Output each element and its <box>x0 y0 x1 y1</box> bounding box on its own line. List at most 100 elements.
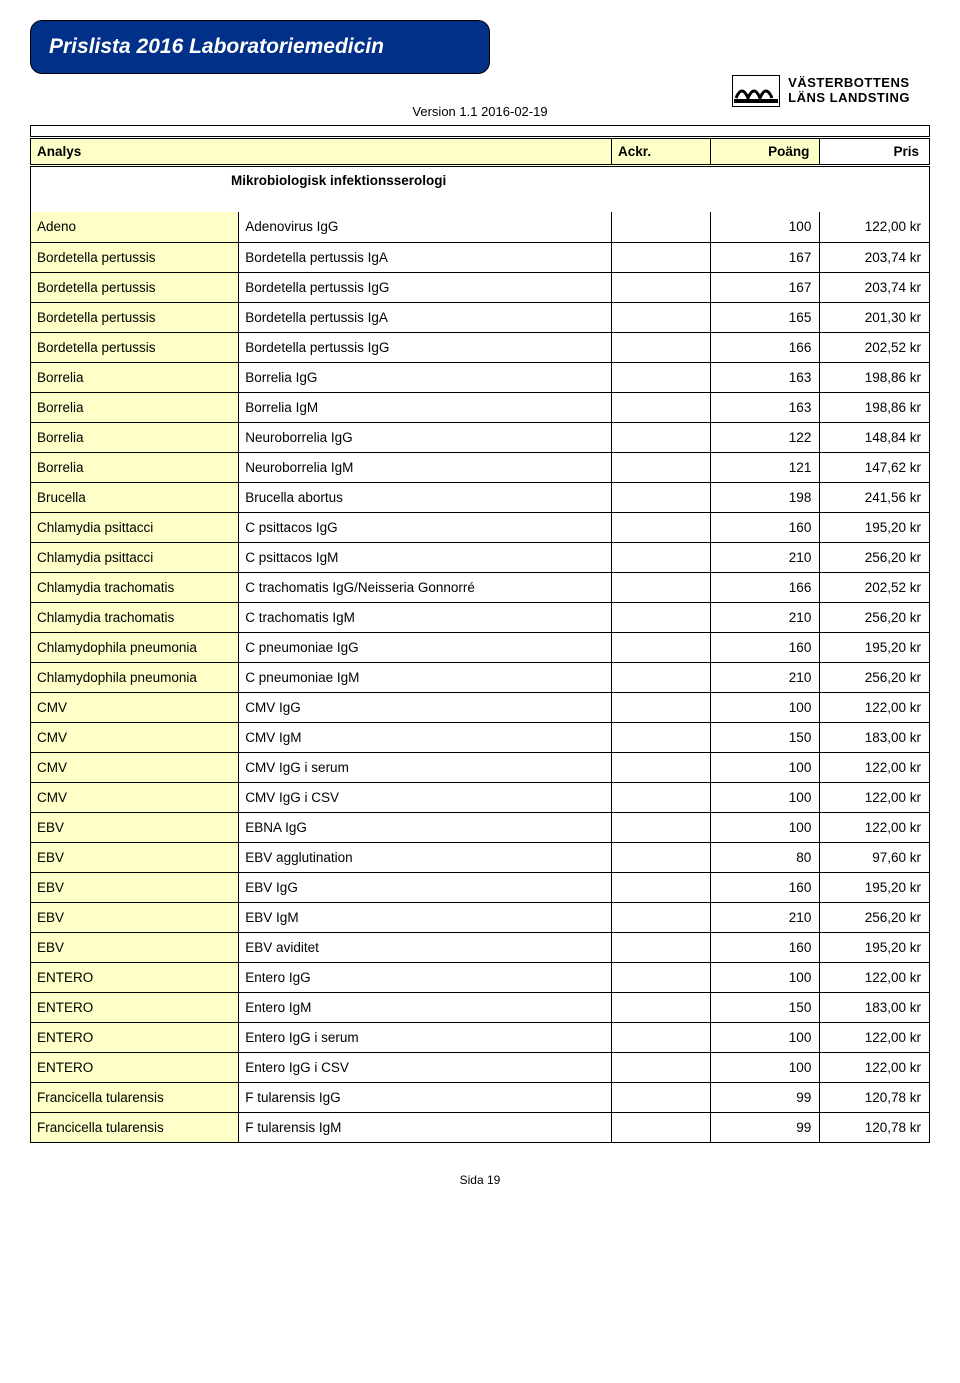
cell-group: EBV <box>31 842 239 872</box>
table-row: Chlamydia trachomatisC trachomatis IgG/N… <box>31 572 930 602</box>
cell-poang: 210 <box>710 902 820 932</box>
page-footer: Sida 19 <box>30 1173 930 1187</box>
table-row: Chlamydia psittacciC psittacos IgG160195… <box>31 512 930 542</box>
cell-pris: 202,52 kr <box>820 332 930 362</box>
cell-ackr <box>612 752 711 782</box>
landsting-logo-icon <box>732 75 780 107</box>
cell-pris: 122,00 kr <box>820 1022 930 1052</box>
cell-poang: 122 <box>710 422 820 452</box>
cell-pris: 203,74 kr <box>820 272 930 302</box>
table-row: ENTEROEntero IgG i serum100122,00 kr <box>31 1022 930 1052</box>
cell-group: Borrelia <box>31 422 239 452</box>
cell-group: Chlamydia psittacci <box>31 542 239 572</box>
cell-ackr <box>612 482 711 512</box>
cell-analys: C pneumoniae IgG <box>239 632 612 662</box>
cell-analys: EBNA IgG <box>239 812 612 842</box>
cell-poang: 100 <box>710 812 820 842</box>
cell-analys: Bordetella pertussis IgA <box>239 242 612 272</box>
cell-pris: 198,86 kr <box>820 392 930 422</box>
cell-group: CMV <box>31 692 239 722</box>
cell-pris: 198,86 kr <box>820 362 930 392</box>
cell-analys: Entero IgG i CSV <box>239 1052 612 1082</box>
table-row: EBVEBV aviditet160195,20 kr <box>31 932 930 962</box>
table-row: AdenoAdenovirus IgG100122,00 kr <box>31 212 930 242</box>
cell-group: Bordetella pertussis <box>31 332 239 362</box>
cell-pris: 122,00 kr <box>820 692 930 722</box>
table-row: Chlamydophila pneumoniaC pneumoniae IgM2… <box>31 662 930 692</box>
cell-pris: 256,20 kr <box>820 662 930 692</box>
cell-group: Chlamydia trachomatis <box>31 602 239 632</box>
cell-analys: Bordetella pertussis IgG <box>239 272 612 302</box>
cell-ackr <box>612 662 711 692</box>
cell-group: CMV <box>31 722 239 752</box>
cell-pris: 122,00 kr <box>820 752 930 782</box>
cell-ackr <box>612 902 711 932</box>
cell-group: Chlamydophila pneumonia <box>31 662 239 692</box>
cell-pris: 122,00 kr <box>820 212 930 242</box>
cell-group: Bordetella pertussis <box>31 302 239 332</box>
cell-analys: Adenovirus IgG <box>239 212 612 242</box>
cell-ackr <box>612 542 711 572</box>
cell-pris: 120,78 kr <box>820 1112 930 1142</box>
table-row: Chlamydia trachomatisC trachomatis IgM 21… <box>31 602 930 632</box>
cell-group: Borrelia <box>31 362 239 392</box>
cell-analys: Brucella abortus <box>239 482 612 512</box>
cell-pris: 120,78 kr <box>820 1082 930 1112</box>
cell-analys: C trachomatis IgM <box>239 602 612 632</box>
cell-pris: 147,62 kr <box>820 452 930 482</box>
cell-pris: 241,56 kr <box>820 482 930 512</box>
cell-analys: Neuroborrelia IgG <box>239 422 612 452</box>
logo-text-line1: VÄSTERBOTTENS <box>788 76 910 91</box>
cell-analys: C trachomatis IgG/Neisseria Gonnorré <box>239 572 612 602</box>
cell-poang: 100 <box>710 1052 820 1082</box>
cell-poang: 166 <box>710 572 820 602</box>
table-row: Chlamydia psittacciC psittacos IgM210256… <box>31 542 930 572</box>
cell-poang: 163 <box>710 362 820 392</box>
cell-ackr <box>612 272 711 302</box>
cell-poang: 150 <box>710 722 820 752</box>
cell-ackr <box>612 932 711 962</box>
table-row: Francicella tularensisF tularensis IgG99… <box>31 1082 930 1112</box>
cell-ackr <box>612 332 711 362</box>
cell-analys: F tularensis IgG <box>239 1082 612 1112</box>
cell-poang: 160 <box>710 872 820 902</box>
cell-ackr <box>612 242 711 272</box>
cell-poang: 100 <box>710 692 820 722</box>
cell-analys: C psittacos IgM <box>239 542 612 572</box>
table-row: CMVCMV IgM150183,00 kr <box>31 722 930 752</box>
table-row: BorreliaNeuroborrelia IgG122148,84 kr <box>31 422 930 452</box>
cell-pris: 183,00 kr <box>820 722 930 752</box>
cell-group: Bordetella pertussis <box>31 272 239 302</box>
cell-ackr <box>612 962 711 992</box>
cell-ackr <box>612 452 711 482</box>
section-title-row: Mikrobiologisk infektionsserologi <box>31 166 930 199</box>
col-header-pris: Pris <box>820 138 930 166</box>
cell-group: EBV <box>31 812 239 842</box>
cell-ackr <box>612 392 711 422</box>
cell-ackr <box>612 422 711 452</box>
cell-pris: 256,20 kr <box>820 542 930 572</box>
cell-poang: 100 <box>710 212 820 242</box>
cell-group: EBV <box>31 872 239 902</box>
cell-group: ENTERO <box>31 962 239 992</box>
cell-group: ENTERO <box>31 1022 239 1052</box>
table-row: ENTEROEntero IgM150183,00 kr <box>31 992 930 1022</box>
cell-analys: EBV IgG <box>239 872 612 902</box>
cell-analys: Neuroborrelia IgM <box>239 452 612 482</box>
cell-pris: 122,00 kr <box>820 962 930 992</box>
cell-poang: 160 <box>710 512 820 542</box>
cell-poang: 100 <box>710 962 820 992</box>
cell-ackr <box>612 1112 711 1142</box>
cell-analys: Entero IgG i serum <box>239 1022 612 1052</box>
cell-analys: EBV aviditet <box>239 932 612 962</box>
cell-poang: 210 <box>710 602 820 632</box>
cell-analys: EBV IgM <box>239 902 612 932</box>
cell-ackr <box>612 1022 711 1052</box>
col-header-ackr: Ackr. <box>612 138 711 166</box>
cell-analys: Borrelia IgM <box>239 392 612 422</box>
cell-poang: 160 <box>710 632 820 662</box>
cell-ackr <box>612 1052 711 1082</box>
cell-ackr <box>612 692 711 722</box>
cell-poang: 166 <box>710 332 820 362</box>
cell-pris: 183,00 kr <box>820 992 930 1022</box>
